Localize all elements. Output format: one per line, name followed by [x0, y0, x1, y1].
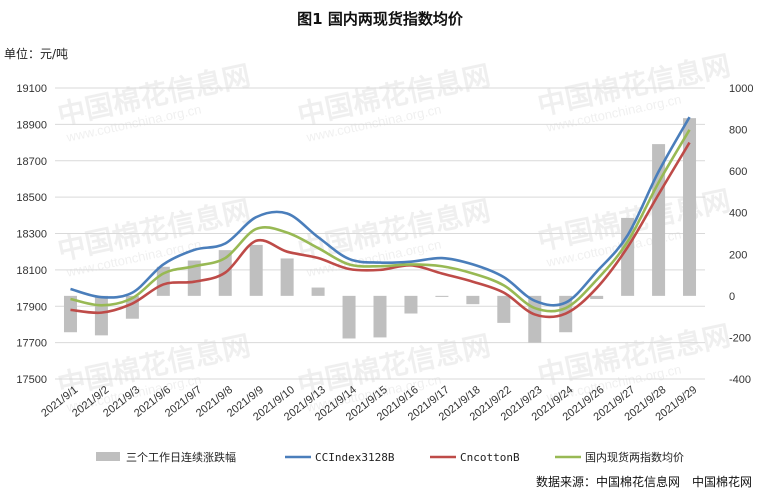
y-right-tick-label: 800 — [729, 125, 747, 137]
legend-item: CCIndex3128B — [285, 451, 395, 464]
bar — [590, 295, 604, 299]
y-left-tick-label: 17500 — [16, 374, 47, 386]
legend-item: CncottonB — [430, 451, 520, 464]
legend-item: 国内现货两指数均价 — [555, 450, 684, 464]
y-axis-left-ticks: 17500 17700 17900 18100 18300 18500 18700 18900… — [16, 83, 47, 386]
legend-label: 三个工作日连续涨跌幅 — [126, 450, 236, 464]
y-left-tick-label: 17700 — [16, 338, 47, 350]
bar — [63, 295, 77, 333]
bar — [373, 295, 387, 338]
y-right-tick-label: 400 — [729, 208, 747, 220]
legend: 三个工作日连续涨跌幅 CCIndex3128B CncottonB 国内现货两指数均价 — [96, 450, 684, 464]
y-left-tick-label: 17900 — [16, 301, 47, 313]
line-series — [70, 116, 691, 319]
y-right-tick-label: 200 — [729, 249, 747, 261]
legend-label: CCIndex3128B — [315, 451, 395, 464]
y-right-tick-label: 1000 — [729, 83, 753, 95]
series-line — [70, 141, 691, 319]
y-right-tick-label: -200 — [729, 332, 751, 344]
y-right-tick-label: -400 — [729, 374, 751, 386]
y-axis-right-ticks: -400 -200 0 200 400 600 800 1000 — [729, 83, 753, 386]
y-left-tick-label: 18900 — [16, 119, 47, 131]
y-right-tick-label: 0 — [729, 291, 735, 303]
y-axis-unit-label: 单位：元/吨 — [4, 46, 68, 61]
legend-swatch — [96, 452, 120, 461]
bar — [466, 295, 480, 305]
legend-label: 国内现货两指数均价 — [585, 450, 684, 464]
y-right-tick-label: 600 — [729, 166, 747, 178]
bar-series — [63, 118, 697, 343]
legend-label: CncottonB — [460, 451, 520, 464]
y-left-tick-label: 18700 — [16, 156, 47, 168]
chart-title: 图1 国内两现货指数均价 — [297, 10, 464, 28]
bar — [683, 118, 697, 296]
bar — [435, 295, 449, 297]
bar — [311, 287, 325, 296]
bar — [404, 295, 418, 314]
y-left-tick-label: 18500 — [16, 192, 47, 204]
series-line — [70, 129, 691, 313]
bar — [280, 258, 294, 296]
bar — [342, 295, 356, 339]
bar — [94, 295, 108, 336]
bar — [249, 244, 263, 296]
series-line — [70, 116, 691, 307]
y-left-tick-label: 18100 — [16, 265, 47, 277]
bar — [187, 260, 201, 296]
bar — [497, 295, 511, 323]
y-left-tick-label: 19100 — [16, 83, 47, 95]
bar — [652, 144, 666, 296]
legend-item: 三个工作日连续涨跌幅 — [96, 450, 236, 464]
y-left-tick-label: 18300 — [16, 229, 47, 241]
source-note: 数据来源：中国棉花信息网 中国棉花网 — [536, 474, 752, 489]
